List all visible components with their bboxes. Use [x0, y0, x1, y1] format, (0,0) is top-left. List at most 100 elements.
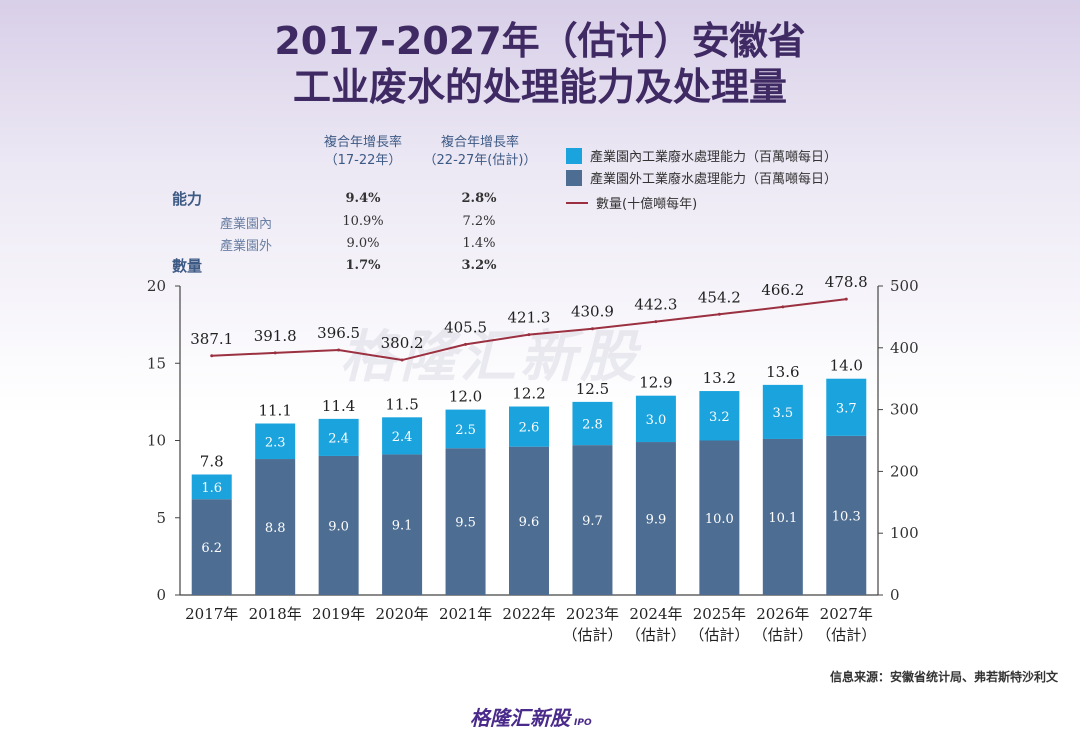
bar-inside: [445, 409, 486, 449]
bar-outside: [191, 499, 232, 595]
bar-total-label: 12.5: [576, 380, 609, 398]
legend-swatch-volume: [566, 201, 588, 204]
y-tick-label-right: 500: [890, 277, 919, 295]
bar-label-outside: 6.2: [201, 541, 222, 556]
bar-label-outside: 9.0: [328, 519, 349, 534]
brand-logo: 格隆汇新股 IPO: [470, 702, 592, 731]
legend-swatch-outside: [566, 169, 582, 186]
legend-item-volume: 數量(十億噸每年): [566, 193, 697, 212]
bar-label-inside: 2.3: [265, 435, 286, 450]
bar-total-label: 7.8: [200, 452, 224, 470]
bar-label-inside: 2.4: [392, 430, 413, 445]
bar-outside: [255, 459, 296, 595]
x-tick-label: 2024年: [629, 605, 682, 623]
bar-label-inside: 2.4: [328, 431, 349, 446]
x-tick-sublabel: （估計）: [689, 626, 749, 644]
volume-label: 387.1: [190, 330, 233, 348]
volume-label: 442.3: [634, 296, 677, 314]
volume-point: [400, 358, 404, 362]
cagr-header-1-line-2: （17-22年）: [324, 153, 402, 168]
bar-inside: [191, 474, 232, 500]
x-tick-label: 2019年: [312, 605, 365, 623]
bar-total-label: 13.6: [766, 363, 799, 381]
cagr-row-label: 產業園外: [220, 239, 273, 254]
x-tick-label: 2022年: [502, 605, 555, 623]
bar-label-outside: 8.8: [265, 521, 286, 536]
volume-point: [273, 351, 277, 355]
bar-outside: [318, 455, 359, 595]
source-note: 信息来源：安徽省统计局、弗若斯特沙利文: [829, 670, 1058, 684]
bar-outside: [509, 446, 549, 595]
cagr-header-2-line-1: 複合年增長率: [440, 135, 519, 150]
bar-label-outside: 9.5: [455, 516, 476, 531]
volume-point: [590, 327, 594, 331]
y-tick-label-right: 0: [890, 586, 900, 604]
cagr-row-value-c2: 7.2%: [462, 214, 496, 229]
x-tick-sublabel: （估計）: [626, 626, 686, 644]
cagr-row-label: 數量: [172, 257, 203, 275]
bar-outside: [826, 435, 867, 595]
legend-item-inside: 產業園內工業廢水處理能力（百萬噸每日）: [566, 146, 837, 165]
bar-inside: [635, 395, 676, 443]
volume-point: [844, 297, 848, 301]
cagr-row-value-c2: 1.4%: [462, 236, 496, 251]
volume-point: [527, 333, 531, 337]
y-tick-label-left: 15: [147, 354, 166, 372]
volume-point: [654, 320, 658, 324]
brand-logo-text: 格隆汇新股: [470, 706, 570, 730]
x-tick-sublabel: （估計）: [816, 626, 876, 644]
bar-inside: [762, 384, 803, 439]
y-tick-label-left: 0: [156, 586, 166, 604]
volume-label: 405.5: [444, 318, 487, 336]
title-line-2: 工业废水的处理能力及处理量: [292, 65, 787, 109]
legend-label-inside: 產業園內工業廢水處理能力（百萬噸每日）: [590, 150, 838, 165]
cagr-header-1-line-1: 複合年增長率: [323, 135, 402, 150]
bar-label-inside: 3.5: [772, 406, 793, 421]
bar-label-inside: 2.5: [455, 423, 476, 438]
bar-total-label: 12.2: [512, 385, 545, 403]
bar-outside: [762, 438, 803, 595]
bar-label-outside: 9.6: [519, 515, 540, 530]
bar-total-label: 11.5: [385, 395, 418, 413]
bar-outside: [572, 445, 613, 595]
bar-inside: [382, 417, 423, 455]
volume-point: [210, 354, 214, 358]
bar-label-inside: 3.7: [836, 401, 857, 416]
y-tick-label-right: 300: [890, 401, 919, 419]
volume-label: 430.9: [571, 303, 614, 321]
cagr-row-label: 產業園內: [220, 217, 273, 232]
bar-outside: [699, 440, 740, 595]
bar-label-inside: 2.6: [519, 421, 540, 436]
volume-point: [337, 348, 341, 352]
bar-label-inside: 3.0: [646, 413, 667, 428]
legend-item-outside: 產業園外工業廢水處理能力（百萬噸每日）: [566, 168, 837, 187]
y-tick-label-left: 20: [147, 277, 166, 295]
bar-label-inside: 1.6: [201, 481, 222, 496]
x-tick-label: 2021年: [439, 605, 492, 623]
volume-label: 396.5: [317, 324, 360, 342]
volume-point: [717, 312, 721, 316]
bar-label-outside: 9.9: [646, 513, 667, 528]
cagr-header-2-line-2: （22-27年(估計)）: [423, 153, 537, 168]
x-tick-label: 2025年: [693, 605, 746, 623]
brand-logo-suffix: IPO: [574, 718, 592, 728]
cagr-header-2: 複合年增長率 （22-27年(估計)）: [420, 134, 540, 170]
bar-outside: [635, 442, 676, 595]
bar-inside: [255, 423, 296, 460]
y-tick-label-right: 400: [890, 339, 919, 357]
x-tick-label: 2023年: [566, 605, 619, 623]
chart-title: 2017-2027年（估计）安徽省 工业废水的处理能力及处理量: [0, 18, 1080, 110]
bar-label-outside: 9.7: [582, 514, 603, 529]
x-tick-label: 2018年: [249, 605, 302, 623]
cagr-row-value-c1: 1.7%: [345, 258, 381, 273]
bar-total-label: 11.4: [322, 397, 355, 415]
bar-outside: [382, 454, 423, 595]
bar-inside: [826, 378, 867, 436]
x-tick-label: 2027年: [820, 605, 873, 623]
bar-label-outside: 10.1: [768, 511, 797, 526]
cagr-row-value-c2: 3.2%: [461, 258, 497, 273]
bar-inside: [318, 418, 359, 456]
volume-label: 391.8: [254, 327, 297, 345]
bar-inside: [572, 401, 613, 446]
